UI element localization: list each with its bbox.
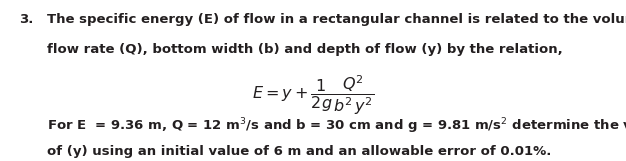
Text: The specific energy (E) of flow in a rectangular channel is related to the volum: The specific energy (E) of flow in a rec…	[47, 13, 626, 26]
Text: 3.: 3.	[19, 13, 33, 26]
Text: For E  = 9.36 m, Q = 12 m$^3$/s and b = 30 cm and g = 9.81 m/s$^2$ determine the: For E = 9.36 m, Q = 12 m$^3$/s and b = 3…	[47, 116, 626, 136]
Text: flow rate (Q), bottom width (b) and depth of flow (y) by the relation,: flow rate (Q), bottom width (b) and dept…	[47, 43, 563, 57]
Text: $E = y + \dfrac{1}{2g}\dfrac{Q^2}{b^2\,y^2}$: $E = y + \dfrac{1}{2g}\dfrac{Q^2}{b^2\,y…	[252, 74, 374, 118]
Text: of (y) using an initial value of 6 m and an allowable error of 0.01%.: of (y) using an initial value of 6 m and…	[47, 145, 552, 158]
